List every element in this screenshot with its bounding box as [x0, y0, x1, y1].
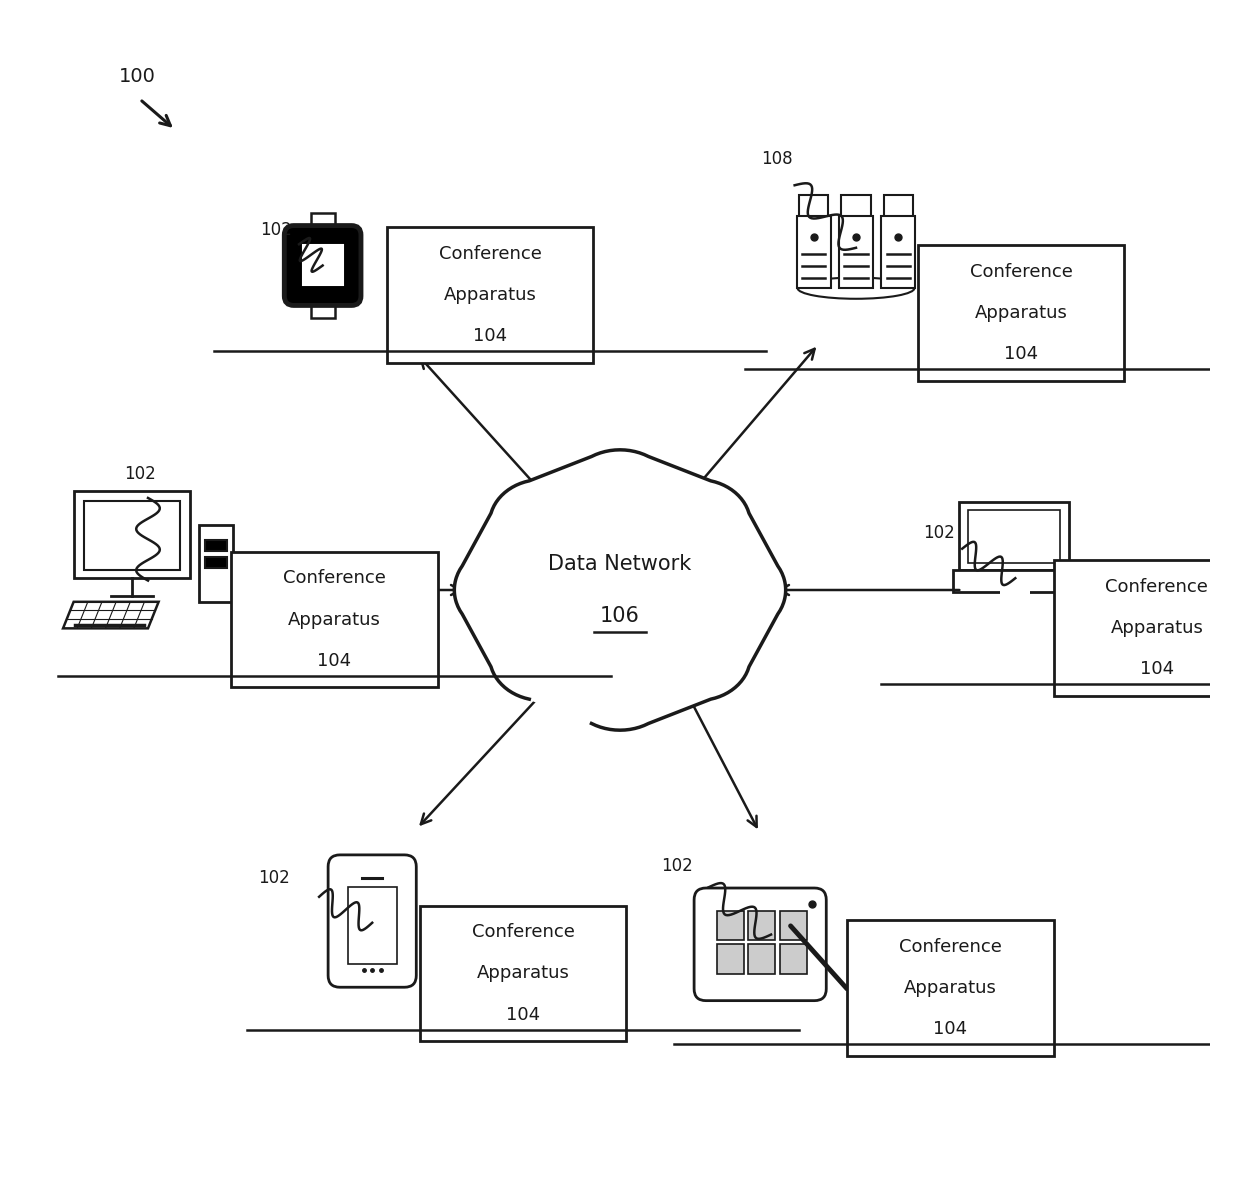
FancyBboxPatch shape [84, 500, 180, 570]
Text: Apparatus: Apparatus [975, 303, 1068, 322]
Text: Conference: Conference [1106, 578, 1208, 596]
FancyBboxPatch shape [796, 216, 831, 288]
FancyBboxPatch shape [1001, 590, 1030, 596]
FancyBboxPatch shape [347, 887, 397, 964]
Text: Apparatus: Apparatus [288, 610, 381, 629]
FancyBboxPatch shape [799, 195, 828, 218]
FancyBboxPatch shape [206, 557, 227, 568]
FancyBboxPatch shape [310, 295, 335, 317]
Text: Apparatus: Apparatus [444, 286, 537, 304]
Text: Apparatus: Apparatus [1111, 618, 1203, 637]
FancyBboxPatch shape [717, 944, 744, 973]
FancyBboxPatch shape [694, 889, 826, 1001]
Text: 104: 104 [934, 1020, 967, 1037]
Polygon shape [63, 602, 159, 628]
FancyBboxPatch shape [882, 216, 915, 288]
Text: Apparatus: Apparatus [477, 964, 569, 983]
Text: 104: 104 [506, 1005, 541, 1023]
Text: 102: 102 [258, 868, 289, 887]
Text: 102: 102 [661, 857, 693, 876]
FancyBboxPatch shape [73, 491, 191, 578]
FancyBboxPatch shape [780, 911, 807, 940]
FancyBboxPatch shape [841, 195, 870, 218]
FancyBboxPatch shape [231, 552, 438, 687]
Text: Conference: Conference [283, 570, 386, 588]
FancyBboxPatch shape [329, 854, 417, 988]
Polygon shape [454, 450, 786, 730]
Text: 104: 104 [474, 327, 507, 345]
Text: 100: 100 [119, 67, 155, 86]
FancyBboxPatch shape [918, 245, 1125, 380]
Ellipse shape [797, 277, 914, 299]
FancyBboxPatch shape [959, 502, 1069, 570]
FancyBboxPatch shape [284, 225, 361, 306]
Text: Conference: Conference [970, 263, 1073, 281]
FancyBboxPatch shape [839, 216, 873, 288]
FancyBboxPatch shape [310, 212, 335, 235]
FancyBboxPatch shape [717, 911, 744, 940]
FancyBboxPatch shape [387, 227, 594, 363]
FancyBboxPatch shape [884, 195, 914, 218]
Text: Conference: Conference [899, 938, 1002, 956]
Text: Data Network: Data Network [548, 555, 692, 573]
FancyBboxPatch shape [968, 510, 1060, 563]
FancyBboxPatch shape [206, 540, 227, 551]
FancyBboxPatch shape [198, 525, 233, 602]
Text: 104: 104 [317, 651, 351, 669]
Text: 102: 102 [124, 465, 156, 484]
Text: 106: 106 [600, 607, 640, 625]
Text: Conference: Conference [471, 924, 574, 942]
FancyBboxPatch shape [748, 911, 775, 940]
Text: 104: 104 [1140, 660, 1174, 677]
Text: 102: 102 [924, 524, 955, 543]
FancyBboxPatch shape [780, 944, 807, 973]
Text: Conference: Conference [439, 245, 542, 263]
FancyBboxPatch shape [303, 244, 342, 284]
FancyBboxPatch shape [954, 570, 1075, 592]
FancyBboxPatch shape [420, 906, 626, 1041]
Text: 102: 102 [260, 221, 291, 240]
Text: 108: 108 [761, 150, 794, 169]
FancyBboxPatch shape [1054, 559, 1240, 695]
FancyBboxPatch shape [748, 944, 775, 973]
FancyBboxPatch shape [847, 920, 1054, 1055]
Text: Apparatus: Apparatus [904, 978, 997, 997]
Text: 104: 104 [1004, 345, 1038, 362]
